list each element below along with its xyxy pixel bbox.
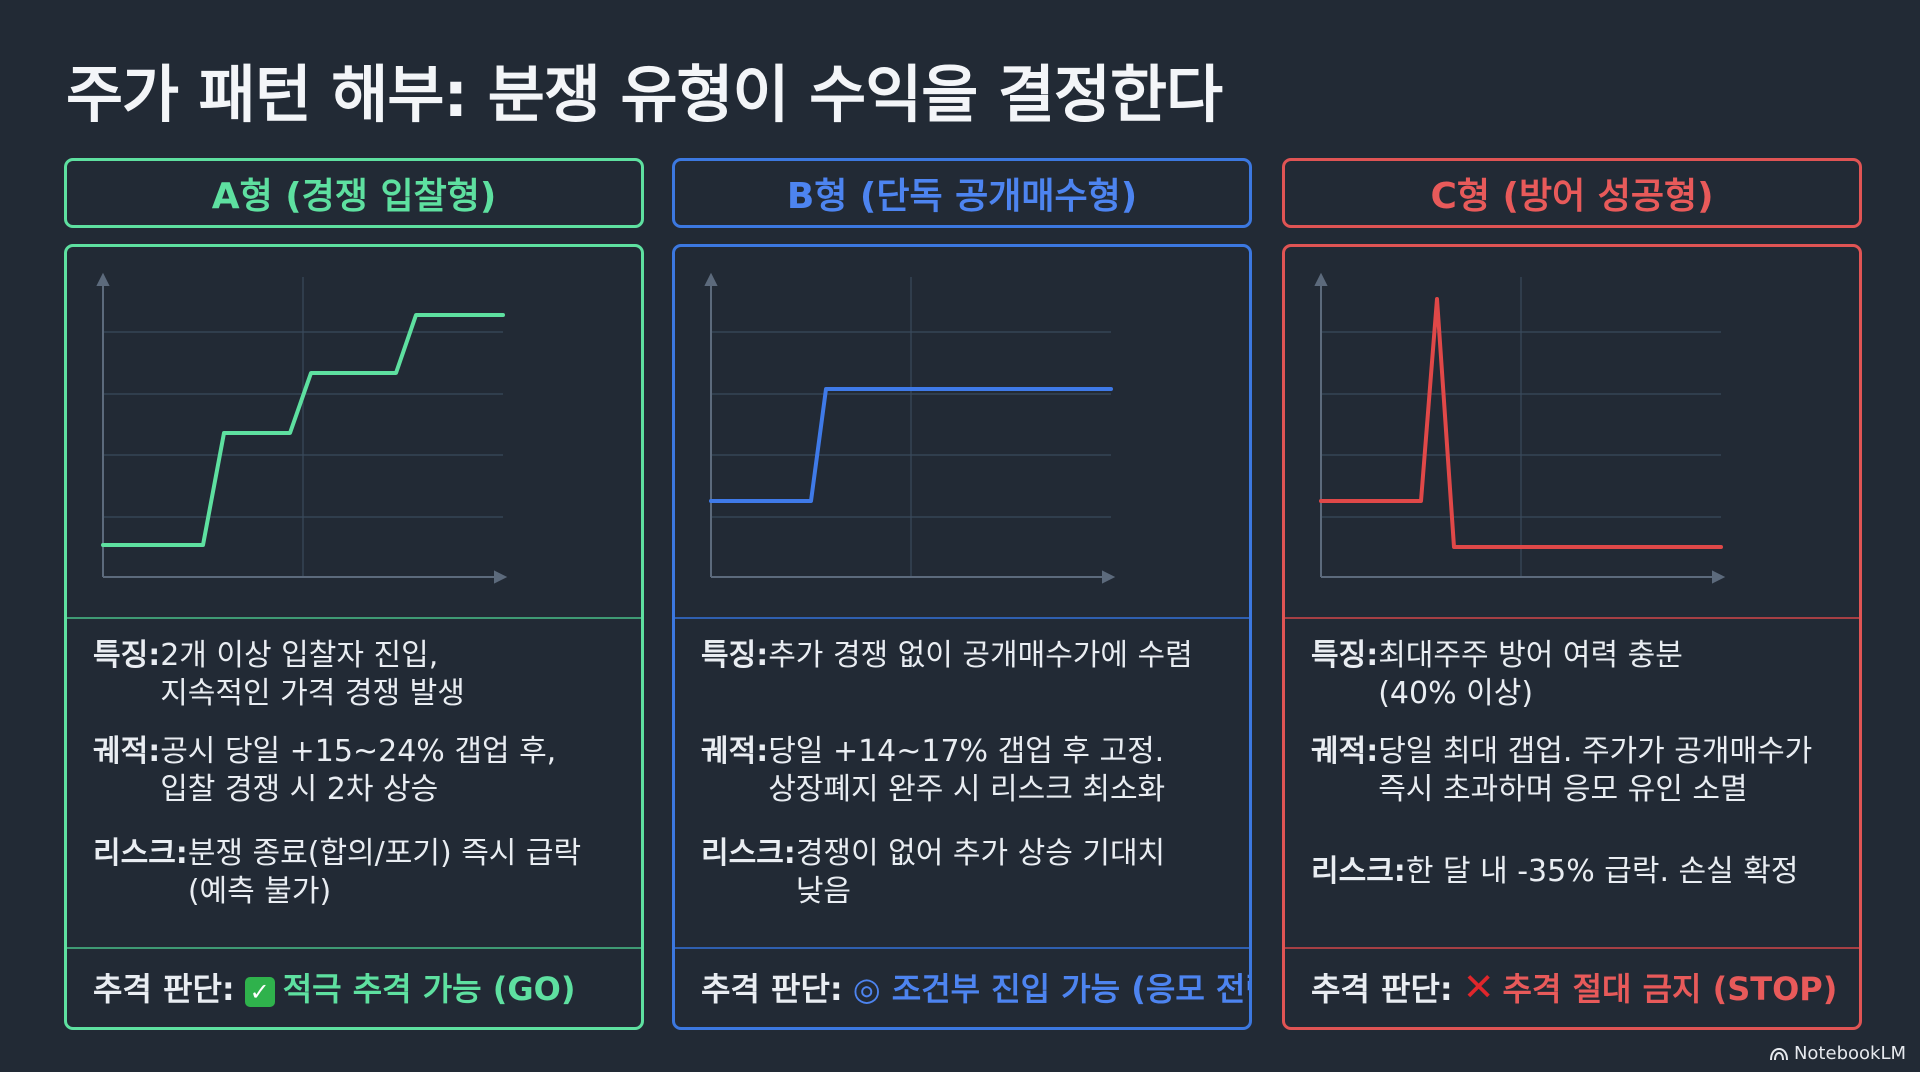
feature-label: 특징: — [701, 638, 769, 673]
divider — [675, 947, 1249, 949]
verdict-text: 적극 추격 가능 (GO) — [282, 970, 576, 1008]
brand-text: NotebookLM — [1793, 1043, 1906, 1064]
card-type-a: 특징: 2개 이상 입찰자 진입, 지속적인 가격 경쟁 발생 궤적: 공시 당… — [64, 244, 644, 1030]
risk-text: 경쟁이 없어 추가 상승 기대치 낮음 — [795, 836, 1166, 909]
risk-text: 한 달 내 -35% 급락. 손실 확정 — [1405, 854, 1799, 889]
trajectory-text: 당일 최대 갭업. 주가가 공개매수가 즉시 초과하며 응모 유인 소멸 — [1378, 734, 1813, 807]
verdict-value: ✕ 추격 절대 금지 (STOP) — [1463, 964, 1838, 1010]
trajectory-text: 당일 +14~17% 갭업 후 고정. 상장폐지 완주 시 리스크 최소화 — [768, 734, 1166, 807]
risk-row: 리스크: 분쟁 종료(합의/포기) 즉시 급락 (예측 불가) — [93, 835, 627, 911]
chart-type-a — [67, 247, 641, 617]
trajectory-text: 공시 당일 +15~24% 갭업 후, 입찰 경쟁 시 2차 상승 — [160, 734, 557, 807]
trajectory-row: 궤적: 공시 당일 +15~24% 갭업 후, 입찰 경쟁 시 2차 상승 — [93, 733, 627, 809]
risk-row: 리스크: 한 달 내 -35% 급락. 손실 확정 — [1311, 853, 1845, 893]
series-line-a — [101, 313, 505, 547]
details-type-a: 특징: 2개 이상 입찰자 진입, 지속적인 가격 경쟁 발생 궤적: 공시 당… — [93, 637, 627, 911]
cross-icon: ✕ — [1462, 965, 1495, 1009]
axes — [1314, 272, 1726, 584]
page-title: 주가 패턴 해부: 분쟁 유형이 수익을 결정한다 — [66, 58, 1223, 131]
divider — [1285, 617, 1859, 619]
chart-svg-c — [1314, 272, 1726, 584]
series-line-b — [709, 387, 1113, 503]
series-line-c — [1319, 297, 1723, 549]
notebooklm-logo-icon — [1769, 1047, 1788, 1060]
divider — [67, 947, 641, 949]
risk-text: 분쟁 종료(합의/포기) 즉시 급락 (예측 불가) — [187, 836, 582, 909]
verdict-label: 추격 판단: — [93, 970, 235, 1008]
chart-type-c — [1285, 247, 1859, 617]
column-type-c: C형 (방어 성공형) 특징: 최대주주 방어 여력 충분 (40% 이상) — [1282, 158, 1862, 1030]
risk-label: 리스크: — [701, 836, 796, 871]
grid-lines — [1321, 277, 1721, 577]
card-type-c: 특징: 최대주주 방어 여력 충분 (40% 이상) 궤적: 당일 최대 갭업.… — [1282, 244, 1862, 1030]
feature-text: 추가 경쟁 없이 공개매수가에 수렴 — [768, 638, 1193, 673]
divider — [675, 617, 1249, 619]
verdict-type-a: 추격 판단: ✓ 적극 추격 가능 (GO) — [93, 947, 575, 1027]
trajectory-label: 궤적: — [93, 734, 161, 769]
chart-type-b — [675, 247, 1249, 617]
column-type-a: A형 (경쟁 입찰형) 특징: 2개 이상 입찰자 진입, 지속적인 가격 경쟁… — [64, 158, 644, 1030]
divider — [1285, 947, 1859, 949]
grid-lines — [103, 277, 503, 577]
header-type-b: B형 (단독 공개매수형) — [672, 158, 1252, 228]
divider — [67, 617, 641, 619]
details-type-b: 특징: 추가 경쟁 없이 공개매수가에 수렴 궤적: 당일 +14~17% 갭업… — [701, 637, 1235, 911]
feature-text: 2개 이상 입찰자 진입, 지속적인 가격 경쟁 발생 — [160, 638, 465, 711]
trajectory-row: 궤적: 당일 최대 갭업. 주가가 공개매수가 즉시 초과하며 응모 유인 소멸 — [1311, 733, 1845, 809]
chart-svg-a — [96, 272, 508, 584]
verdict-value: ✓ 적극 추격 가능 (GO) — [244, 964, 576, 1010]
column-type-b: B형 (단독 공개매수형) 특징: 추가 경쟁 없이 공개매수가에 수렴 — [672, 158, 1252, 1030]
brand-watermark: NotebookLM — [1769, 1043, 1906, 1064]
details-type-c: 특징: 최대주주 방어 여력 충분 (40% 이상) 궤적: 당일 최대 갭업.… — [1311, 637, 1845, 893]
risk-label: 리스크: — [93, 836, 188, 871]
verdict-type-b: 추격 판단: ◎ 조건부 진입 가능 (응모 전략) — [701, 947, 1252, 1027]
feature-row: 특징: 추가 경쟁 없이 공개매수가에 수렴 — [701, 637, 1235, 713]
grid-lines — [711, 277, 1111, 577]
risk-row: 리스크: 경쟁이 없어 추가 상승 기대치 낮음 — [701, 835, 1235, 911]
verdict-label: 추격 판단: — [1311, 970, 1453, 1008]
header-type-a: A형 (경쟁 입찰형) — [64, 158, 644, 228]
feature-text: 최대주주 방어 여력 충분 (40% 이상) — [1378, 638, 1683, 711]
axes — [96, 272, 508, 584]
trajectory-label: 궤적: — [701, 734, 769, 769]
check-icon: ✓ — [244, 977, 275, 1007]
verdict-text: ◎ 조건부 진입 가능 (응모 전략) — [852, 970, 1252, 1008]
feature-row: 특징: 2개 이상 입찰자 진입, 지속적인 가격 경쟁 발생 — [93, 637, 627, 713]
verdict-value: ◎ 조건부 진입 가능 (응모 전략) — [852, 964, 1252, 1010]
feature-label: 특징: — [1311, 638, 1379, 673]
verdict-label: 추격 판단: — [701, 970, 843, 1008]
feature-label: 특징: — [93, 638, 161, 673]
header-type-c: C형 (방어 성공형) — [1282, 158, 1862, 228]
chart-svg-b — [704, 272, 1116, 584]
trajectory-row: 궤적: 당일 +14~17% 갭업 후 고정. 상장폐지 완주 시 리스크 최소… — [701, 733, 1235, 809]
card-type-b: 특징: 추가 경쟁 없이 공개매수가에 수렴 궤적: 당일 +14~17% 갭업… — [672, 244, 1252, 1030]
axes — [704, 272, 1116, 584]
risk-label: 리스크: — [1311, 854, 1406, 889]
verdict-type-c: 추격 판단: ✕ 추격 절대 금지 (STOP) — [1311, 947, 1837, 1027]
trajectory-label: 궤적: — [1311, 734, 1379, 769]
verdict-text: 추격 절대 금지 (STOP) — [1502, 970, 1838, 1008]
feature-row: 특징: 최대주주 방어 여력 충분 (40% 이상) — [1311, 637, 1845, 713]
